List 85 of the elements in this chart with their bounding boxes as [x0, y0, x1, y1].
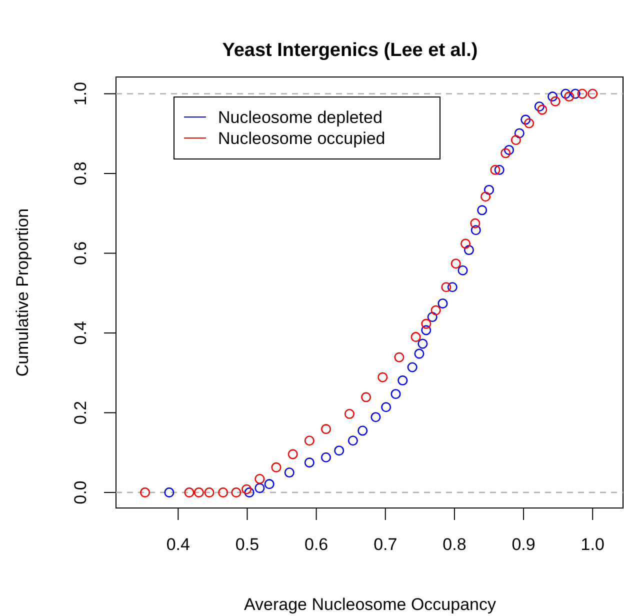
- point: [320, 424, 332, 434]
- point: [458, 265, 468, 276]
- point: [381, 402, 392, 412]
- point: [520, 114, 531, 125]
- point: [588, 88, 598, 99]
- point: [421, 325, 432, 336]
- point: [447, 282, 458, 292]
- point: [361, 392, 372, 402]
- point: [304, 436, 314, 446]
- chart-title: Yeast Intergenics (Lee et al.): [222, 40, 478, 61]
- point: [231, 487, 242, 498]
- point: [254, 483, 265, 494]
- x-tick-label: 0.8: [442, 535, 466, 554]
- point: [564, 92, 574, 102]
- x-tick-label: 0.4: [166, 535, 190, 554]
- point: [394, 352, 404, 362]
- x-tick-label: 0.9: [512, 535, 536, 554]
- point: [480, 192, 491, 202]
- x-tick-label: 0.5: [235, 535, 260, 554]
- point: [500, 148, 511, 158]
- point: [204, 487, 214, 498]
- y-axis-title: Cumulative Proportion: [13, 208, 32, 377]
- point: [370, 412, 381, 422]
- point: [494, 164, 504, 175]
- point: [464, 245, 474, 256]
- point: [450, 258, 461, 269]
- point: [524, 118, 534, 128]
- point: [510, 134, 521, 146]
- point: [577, 88, 588, 99]
- x-tick-label: 0.7: [374, 535, 398, 554]
- point: [504, 144, 514, 155]
- point: [470, 218, 480, 228]
- point: [537, 104, 548, 115]
- point: [421, 318, 432, 329]
- point: [514, 128, 524, 138]
- point: [441, 282, 452, 292]
- point: [410, 332, 421, 342]
- point: [438, 298, 448, 308]
- point: [264, 479, 274, 490]
- point: [271, 462, 282, 472]
- point: [490, 164, 500, 175]
- point: [244, 487, 254, 498]
- point: [570, 88, 580, 99]
- point: [534, 101, 544, 112]
- point: [407, 362, 418, 372]
- point: [344, 408, 354, 419]
- legend-label: Nucleosome depleted: [218, 108, 382, 127]
- y-tick-label: 1.0: [70, 82, 90, 106]
- y-tick-label: 0.8: [70, 162, 90, 186]
- point: [470, 225, 481, 236]
- point: [284, 468, 294, 478]
- point: [460, 238, 471, 249]
- point: [194, 487, 204, 498]
- x-tick-label: 0.6: [304, 535, 328, 554]
- point: [358, 426, 368, 436]
- point: [427, 312, 438, 322]
- point: [418, 338, 428, 349]
- point: [477, 205, 488, 216]
- point: [218, 487, 228, 498]
- point: [390, 388, 401, 399]
- point: [548, 92, 558, 102]
- point: [334, 446, 344, 456]
- point: [550, 96, 560, 106]
- y-tick-label: 0.4: [70, 321, 90, 345]
- point: [184, 487, 194, 498]
- point: [254, 474, 265, 484]
- legend-label: Nucleosome occupied: [218, 128, 386, 148]
- point: [140, 487, 150, 498]
- point: [320, 452, 332, 462]
- point: [560, 88, 571, 99]
- point: [414, 348, 424, 359]
- y-tick-label: 0.2: [70, 400, 90, 425]
- y-tick-label: 0.0: [70, 480, 90, 504]
- point: [398, 375, 408, 386]
- point: [378, 372, 388, 382]
- point: [348, 436, 358, 446]
- x-axis-title: Average Nucleosome Occupancy: [244, 595, 496, 614]
- y-tick-label: 0.6: [70, 241, 90, 266]
- point: [430, 305, 441, 316]
- point: [484, 184, 494, 195]
- point: [288, 449, 298, 460]
- point: [304, 458, 314, 468]
- x-tick-label: 1.0: [580, 535, 604, 554]
- point: [164, 487, 174, 498]
- point: [242, 484, 252, 494]
